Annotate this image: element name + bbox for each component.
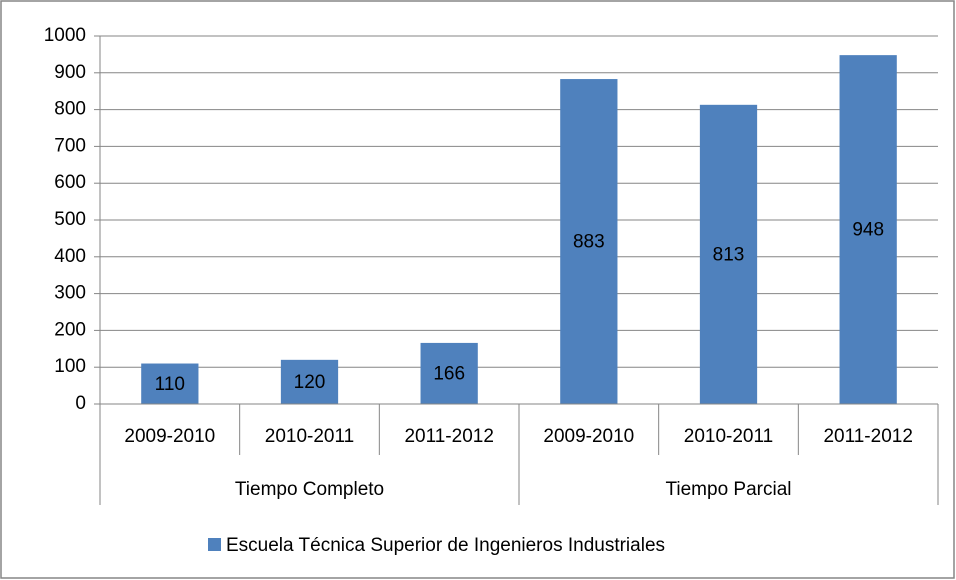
y-tick-label: 0 bbox=[75, 393, 86, 414]
x-tick-label: 2009-2010 bbox=[124, 426, 215, 447]
y-tick-label: 300 bbox=[54, 283, 86, 304]
legend-swatch bbox=[208, 538, 221, 551]
y-tick-label: 900 bbox=[54, 62, 86, 83]
data-label: 110 bbox=[155, 374, 185, 395]
data-label: 166 bbox=[433, 363, 465, 384]
y-tick-label: 500 bbox=[54, 209, 86, 230]
y-tick-label: 200 bbox=[54, 319, 86, 340]
bar bbox=[699, 104, 758, 404]
x-tick-label: 2011-2012 bbox=[404, 426, 493, 447]
group-label: Tiempo Completo bbox=[235, 479, 384, 500]
y-tick-label: 1000 bbox=[44, 25, 86, 46]
bar bbox=[141, 363, 199, 404]
y-tick-label: 800 bbox=[54, 99, 86, 120]
bar bbox=[280, 359, 339, 404]
x-tick-label: 2010-2011 bbox=[265, 426, 354, 447]
bar bbox=[560, 79, 618, 404]
data-label: 948 bbox=[852, 220, 884, 241]
y-tick-label: 700 bbox=[54, 135, 86, 156]
legend-label: Escuela Técnica Superior de Ingenieros I… bbox=[226, 535, 665, 556]
y-tick-label: 400 bbox=[54, 246, 86, 267]
y-tick-label: 100 bbox=[54, 356, 86, 377]
x-tick-label: 2011-2012 bbox=[823, 426, 912, 447]
x-tick-label: 2010-2011 bbox=[684, 426, 773, 447]
bar bbox=[420, 342, 478, 404]
data-label: 813 bbox=[713, 244, 745, 265]
y-tick-label: 600 bbox=[54, 172, 86, 193]
data-label: 120 bbox=[294, 372, 326, 393]
group-label: Tiempo Parcial bbox=[665, 479, 791, 500]
data-label: 883 bbox=[573, 232, 605, 253]
x-tick-label: 2009-2010 bbox=[543, 426, 634, 447]
bar bbox=[839, 55, 897, 405]
